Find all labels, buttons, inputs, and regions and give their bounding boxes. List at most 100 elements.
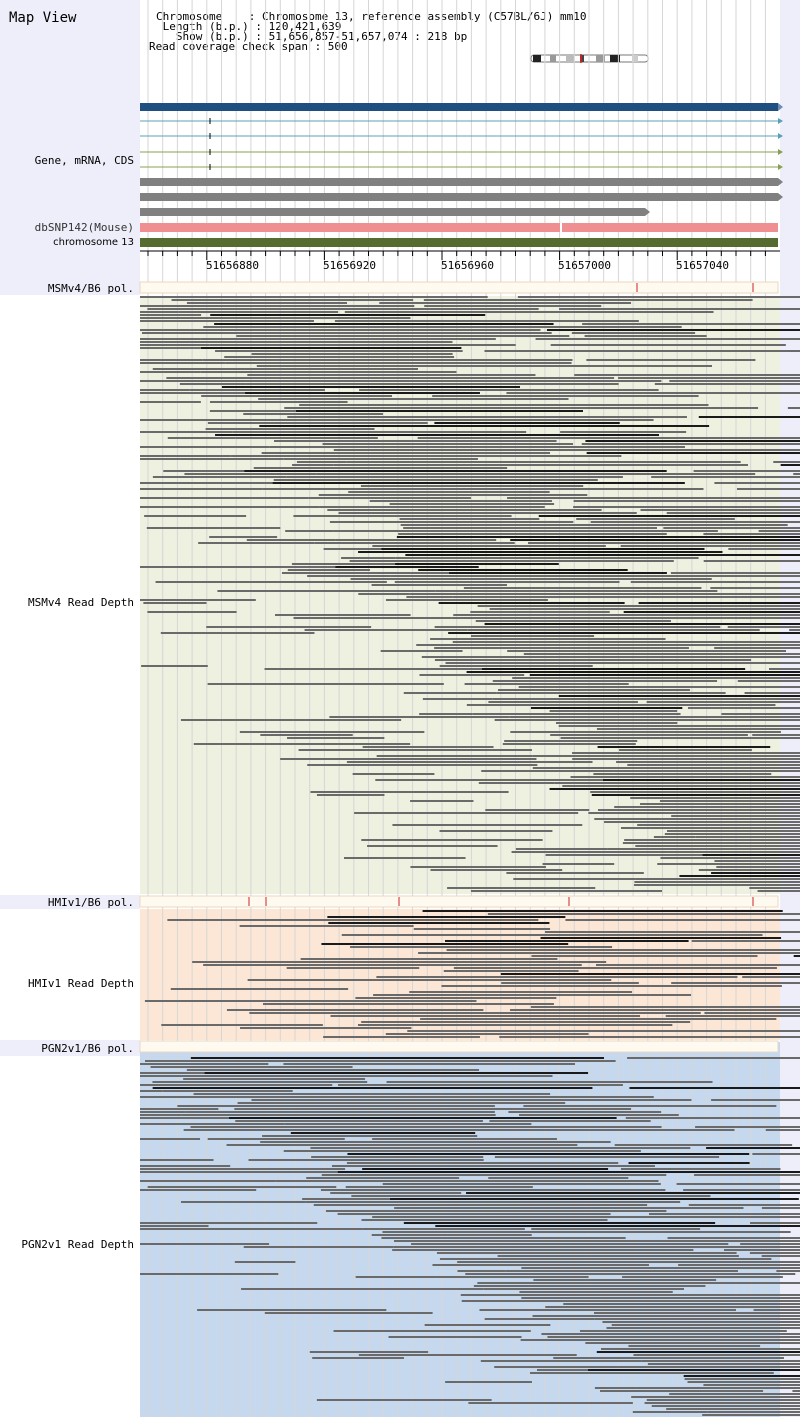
read-alignment	[167, 919, 539, 921]
track-label-pgn-pol[interactable]: PGN2v1/B6 pol.	[41, 1042, 134, 1055]
track-label-msm-depth[interactable]: MSMv4 Read Depth	[28, 596, 134, 609]
read-alignment	[572, 752, 800, 754]
read-alignment	[287, 737, 385, 739]
read-alignment	[506, 872, 644, 874]
read-alignment	[703, 533, 800, 535]
read-alignment	[399, 518, 540, 520]
read-alignment	[389, 1198, 799, 1200]
read-alignment	[274, 440, 557, 442]
read-alignment	[620, 545, 800, 547]
read-alignment	[445, 662, 800, 664]
read-alignment	[661, 818, 800, 820]
read-alignment	[508, 1111, 662, 1113]
read-alignment	[640, 509, 800, 511]
read-alignment	[248, 1159, 484, 1161]
track-label-pgn-depth[interactable]: PGN2v1 Read Depth	[21, 1238, 134, 1251]
read-alignment	[309, 1351, 429, 1353]
read-alignment	[381, 1237, 448, 1239]
read-alignment	[245, 383, 619, 385]
read-alignment	[457, 1261, 800, 1263]
read-alignment	[441, 985, 782, 987]
msm-pol-strip	[139, 281, 779, 294]
read-alignment	[260, 1141, 611, 1143]
track-label-chromosome[interactable]: chromosome 13	[53, 237, 134, 248]
read-alignment	[217, 590, 436, 592]
read-alignment	[337, 1084, 623, 1086]
read-alignment	[388, 1336, 522, 1338]
read-alignment	[434, 422, 620, 424]
read-alignment	[376, 755, 533, 757]
read-alignment	[372, 1216, 800, 1218]
track-label-dbsnp[interactable]: dbSNP142(Mouse)	[34, 221, 134, 234]
mrna-arrow	[778, 164, 783, 170]
read-alignment	[140, 1096, 236, 1098]
read-alignment	[683, 1375, 800, 1377]
read-alignment	[666, 1408, 800, 1410]
read-alignment	[541, 1333, 800, 1335]
track-label-hmi-pol[interactable]: HMIv1/B6 pol.	[47, 896, 134, 909]
read-alignment	[765, 1129, 800, 1131]
read-alignment	[586, 452, 800, 454]
read-alignment	[521, 1267, 800, 1269]
read-alignment	[466, 671, 800, 673]
read-alignment	[140, 380, 222, 382]
read-alignment	[310, 791, 509, 793]
read-alignment	[362, 1168, 609, 1170]
read-alignment	[607, 848, 800, 850]
read-alignment	[283, 458, 478, 460]
read-alignment	[435, 590, 718, 592]
read-alignment	[669, 380, 800, 382]
read-alignment	[423, 299, 753, 301]
read-alignment	[597, 809, 800, 811]
read-alignment	[530, 1372, 603, 1374]
read-alignment	[160, 632, 315, 634]
read-alignment	[538, 515, 800, 517]
read-alignment	[209, 401, 348, 403]
read-alignment	[147, 611, 237, 613]
read-alignment	[313, 1204, 648, 1206]
read-alignment	[140, 1108, 219, 1110]
read-alignment	[691, 940, 800, 942]
read-alignment	[322, 443, 574, 445]
read-alignment	[550, 734, 748, 736]
read-alignment	[554, 782, 800, 784]
read-alignment	[140, 338, 201, 340]
read-alignment	[362, 1228, 525, 1230]
read-alignment	[290, 1132, 476, 1134]
read-alignment	[140, 344, 210, 346]
read-alignment	[470, 611, 610, 613]
read-alignment	[247, 979, 612, 981]
read-alignment	[448, 632, 800, 634]
read-alignment	[283, 1063, 575, 1065]
read-alignment	[439, 1258, 772, 1260]
cds-bar	[140, 178, 778, 186]
read-alignment	[140, 431, 233, 433]
read-alignment	[585, 1342, 800, 1344]
read-alignment	[622, 842, 800, 844]
read-alignment	[385, 1033, 589, 1035]
read-alignment	[565, 919, 800, 921]
track-label-gene[interactable]: Gene, mRNA, CDS	[34, 154, 134, 167]
read-alignment	[240, 1027, 412, 1029]
read-alignment	[714, 482, 800, 484]
read-alignment	[460, 1294, 800, 1296]
read-alignment	[291, 563, 396, 565]
read-alignment	[521, 1297, 800, 1299]
gene-strand-arrow	[778, 103, 783, 111]
read-alignment	[472, 713, 681, 715]
read-alignment	[749, 887, 800, 889]
read-alignment	[452, 641, 800, 643]
track-label-hmi-depth[interactable]: HMIv1 Read Depth	[28, 977, 134, 990]
read-alignment	[737, 488, 800, 490]
read-alignment	[498, 689, 690, 691]
read-alignment	[140, 1168, 346, 1170]
read-alignment	[618, 1366, 800, 1368]
track-label-msm-pol[interactable]: MSMv4/B6 pol.	[47, 282, 134, 295]
read-alignment	[683, 1189, 800, 1191]
read-alignment	[695, 1126, 800, 1128]
ruler-tick-label: 51657040	[676, 259, 729, 272]
read-alignment	[559, 308, 800, 310]
read-alignment	[347, 1153, 750, 1155]
